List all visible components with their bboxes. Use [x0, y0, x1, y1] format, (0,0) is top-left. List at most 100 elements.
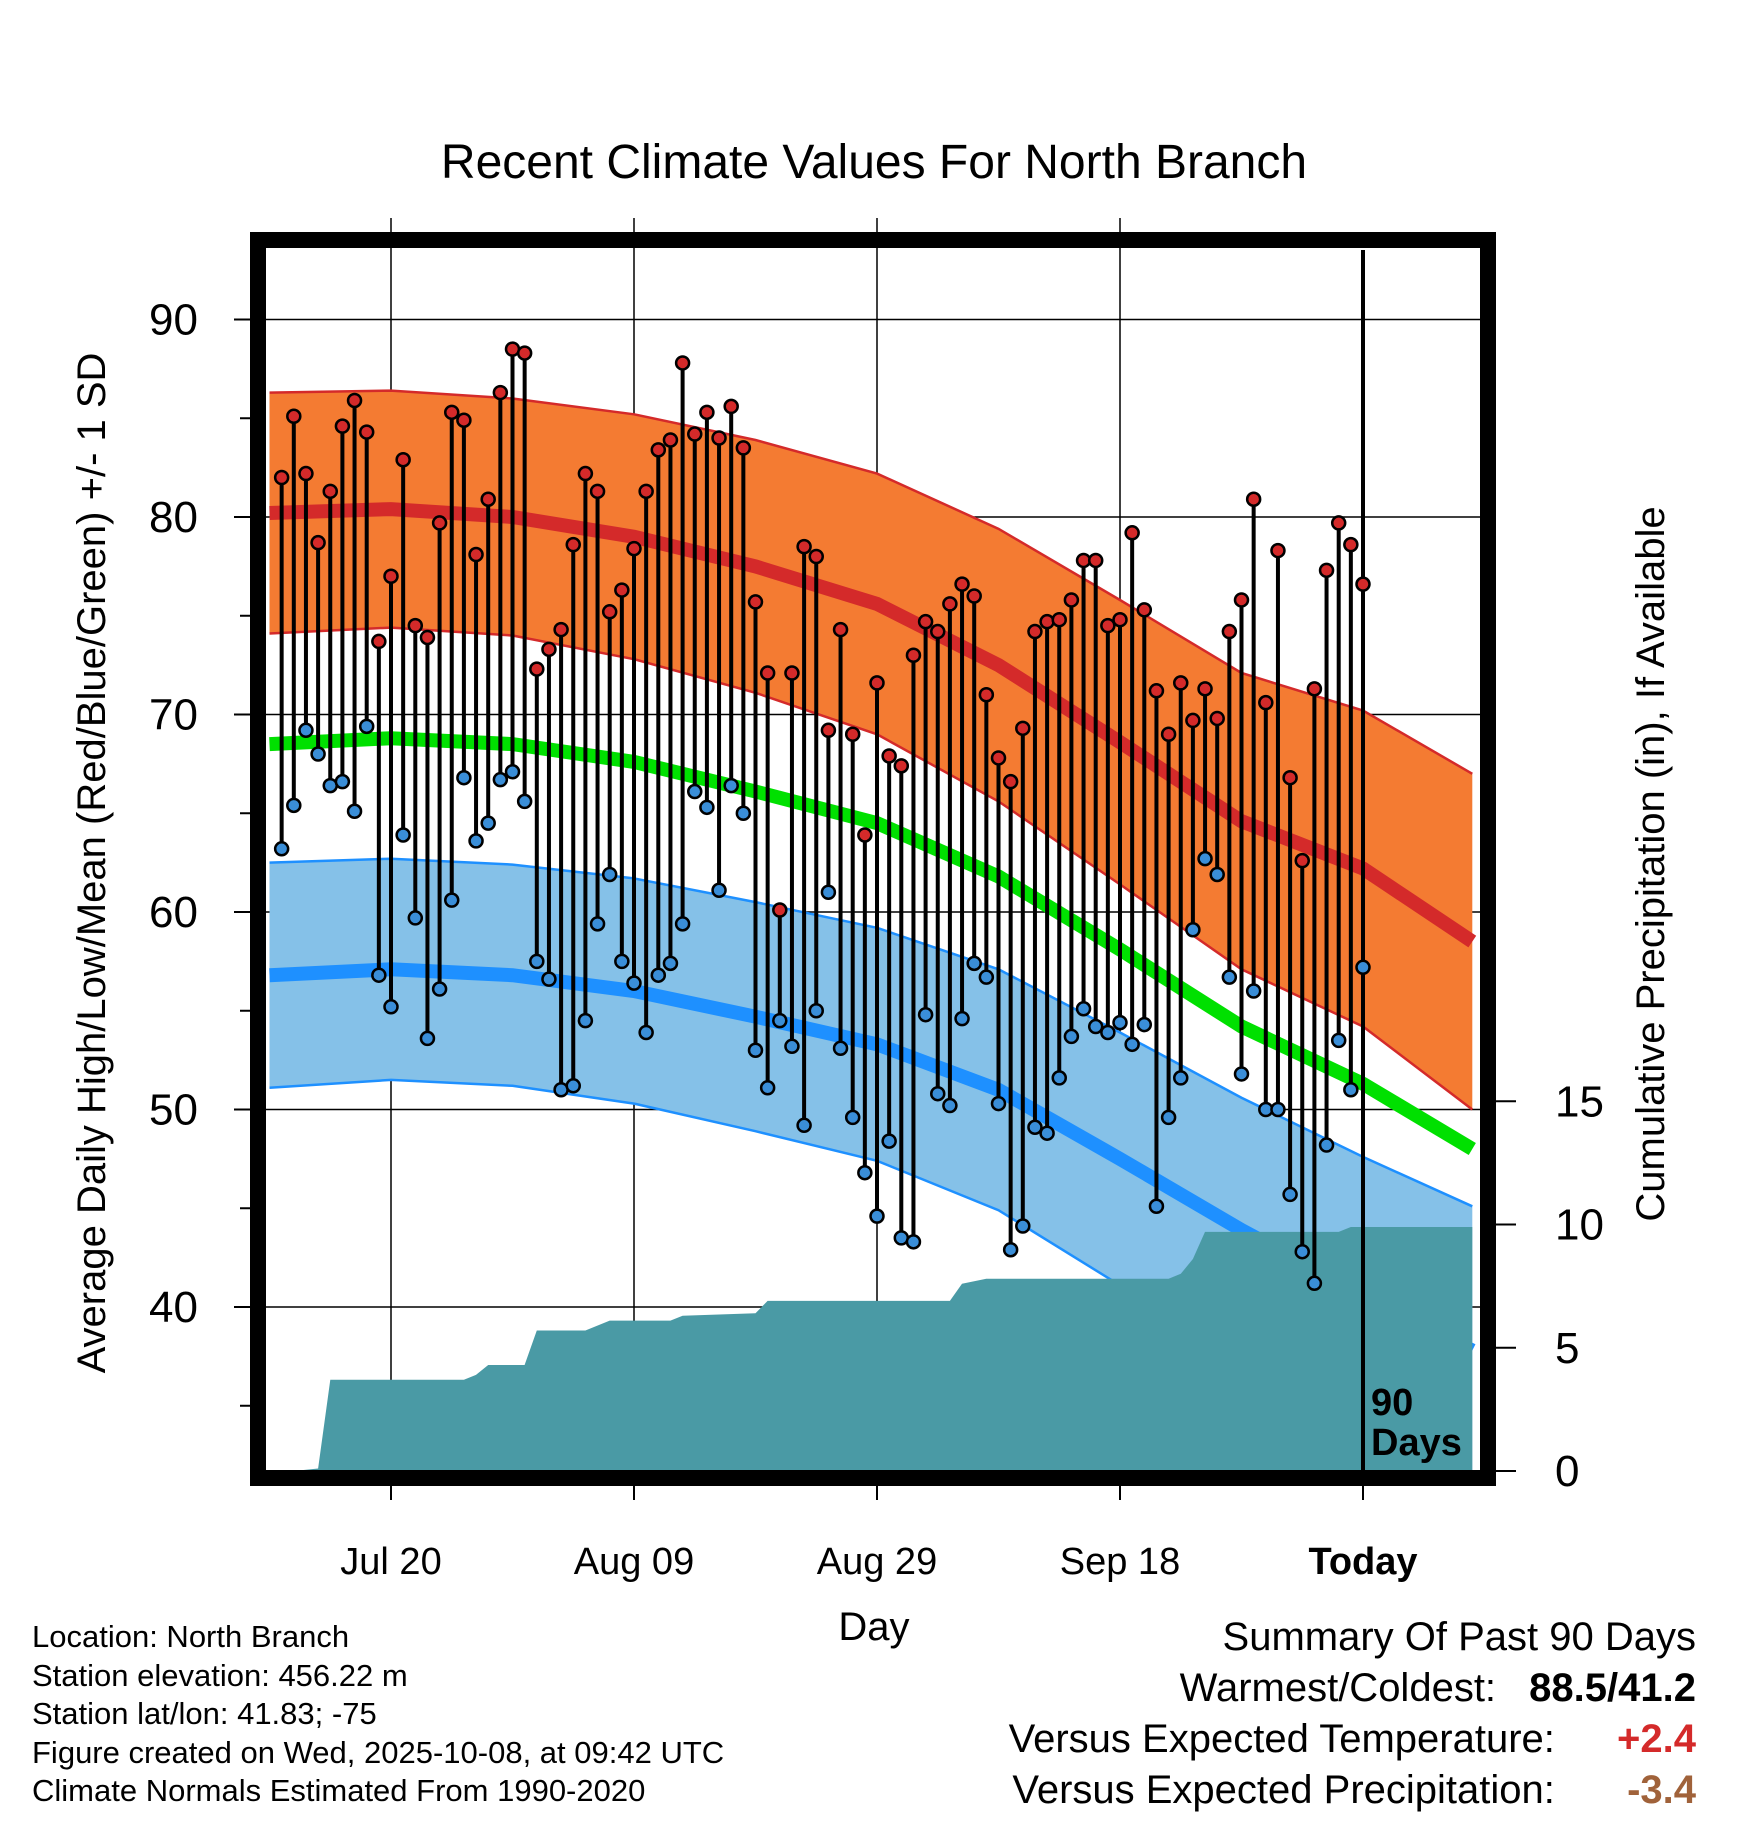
daily-high-point — [990, 750, 1007, 766]
y-tick-label: 80 — [149, 493, 198, 542]
daily-high-point — [286, 408, 302, 425]
daily-low-point — [954, 1010, 970, 1027]
daily-high-point — [881, 748, 897, 764]
daily-low-point — [942, 1097, 958, 1114]
daily-low-point — [844, 1109, 861, 1126]
summary-panel: Summary Of Past 90 Days Warmest/Coldest:… — [1009, 1612, 1696, 1816]
y2-tick-label: 5 — [1555, 1324, 1579, 1373]
daily-low-point — [492, 771, 509, 788]
daily-high-point — [832, 621, 849, 638]
daily-high-point — [1306, 681, 1323, 697]
daily-high-point — [273, 469, 290, 486]
daily-high-point — [1148, 683, 1165, 699]
chart-title: Recent Climate Values For North Branch — [441, 136, 1307, 189]
precip-row: Versus Expected Precipitation: -3.4 — [1009, 1765, 1696, 1816]
daily-high-point — [1002, 773, 1019, 790]
daily-low-point — [711, 882, 727, 899]
daily-high-point — [966, 588, 982, 604]
daily-low-point — [358, 718, 375, 735]
daily-high-point — [1330, 515, 1347, 531]
warmest-label: Warmest/Coldest: — [1179, 1666, 1497, 1710]
daily-high-point — [480, 491, 496, 507]
daily-low-point — [1209, 866, 1225, 883]
daily-high-point — [820, 722, 837, 739]
daily-high-point — [1294, 852, 1310, 869]
daily-low-point — [1355, 959, 1371, 976]
elevation-text: Station elevation: 456.22 m — [32, 1657, 408, 1693]
daily-high-point — [1209, 710, 1225, 727]
daily-low-point — [687, 783, 703, 800]
daily-high-point — [650, 442, 667, 458]
daily-low-point — [431, 981, 448, 997]
y-tick-label: 50 — [149, 1086, 198, 1135]
daily-low-point — [1233, 1066, 1250, 1082]
station-info: Location: North Branch Station elevation… — [32, 1618, 724, 1811]
daily-high-point — [1343, 536, 1359, 553]
y2-tick-label: 15 — [1555, 1077, 1604, 1126]
daily-high-point — [553, 621, 569, 638]
warmest-value: 88.5/41.2 — [1529, 1666, 1696, 1710]
daily-high-point — [626, 540, 642, 557]
daily-low-point — [662, 955, 679, 972]
daily-low-point — [1282, 1186, 1298, 1203]
daily-low-point — [1039, 1125, 1055, 1141]
daily-high-point — [1015, 720, 1031, 737]
normals-text: Climate Normals Estimated From 1990-2020 — [32, 1773, 646, 1808]
y-axis-label: Average Daily High/Low/Mean (Red/Blue/Gr… — [70, 353, 114, 1374]
daily-high-point — [529, 661, 545, 677]
high-band-edge-upper — [269, 389, 1473, 775]
daily-high-point — [747, 594, 764, 610]
daily-high-point — [1197, 681, 1213, 697]
daily-high-point — [1245, 491, 1262, 507]
daily-low-point — [614, 953, 630, 970]
daily-high-point — [468, 546, 484, 563]
normal-high-line — [269, 502, 1477, 948]
daily-high-point — [893, 758, 910, 774]
daily-low-point — [1087, 1018, 1104, 1035]
daily-high-point — [516, 345, 533, 361]
daily-high-point — [687, 426, 703, 442]
low-sd-band — [269, 858, 1473, 1472]
daily-high-point — [1087, 552, 1104, 569]
daily-high-point — [796, 538, 812, 555]
daily-low-point — [699, 799, 715, 816]
daily-high-point — [541, 641, 557, 658]
precip-anomaly-value: -3.4 — [1627, 1768, 1696, 1812]
daily-high-point — [456, 412, 472, 428]
daily-high-point — [784, 665, 800, 681]
daily-high-point — [808, 548, 824, 565]
daily-low-point — [784, 1038, 800, 1055]
daily-low-point — [650, 967, 667, 983]
daily-high-point — [1160, 726, 1177, 742]
daily-high-point — [322, 483, 338, 500]
y-tick-label: 70 — [149, 691, 198, 740]
daily-high-point — [844, 726, 861, 742]
x-axis-label: Day — [838, 1605, 909, 1649]
daily-low-point — [735, 805, 752, 821]
daily-high-point — [674, 355, 691, 371]
daily-low-point — [723, 777, 739, 794]
daily-stems — [273, 341, 1371, 1292]
cumulative-precip-area — [269, 1227, 1473, 1472]
warmest-row: Warmest/Coldest: 88.5/41.2 — [1009, 1663, 1696, 1714]
daily-low-point — [1197, 850, 1213, 867]
daily-low-point — [286, 797, 302, 814]
daily-high-point — [772, 902, 788, 918]
daily-high-point — [759, 665, 776, 681]
daily-low-point — [626, 975, 642, 991]
daily-low-point — [383, 999, 399, 1015]
daily-low-point — [468, 833, 484, 849]
daily-high-point — [1185, 712, 1201, 729]
daily-high-point — [699, 404, 715, 421]
daily-high-point — [1063, 592, 1080, 608]
x-tick-label: Jul 20 — [340, 1541, 441, 1583]
daily-high-point — [735, 440, 752, 456]
daily-low-point — [407, 910, 424, 926]
daily-low-point — [869, 1208, 885, 1224]
daily-low-point — [1221, 969, 1238, 985]
daily-high-point — [565, 536, 581, 553]
daily-high-point — [954, 576, 970, 592]
daily-high-point — [1051, 611, 1067, 628]
latlon-text: Station lat/lon: 41.83; -75 — [32, 1696, 377, 1731]
daily-low-point — [638, 1024, 654, 1041]
